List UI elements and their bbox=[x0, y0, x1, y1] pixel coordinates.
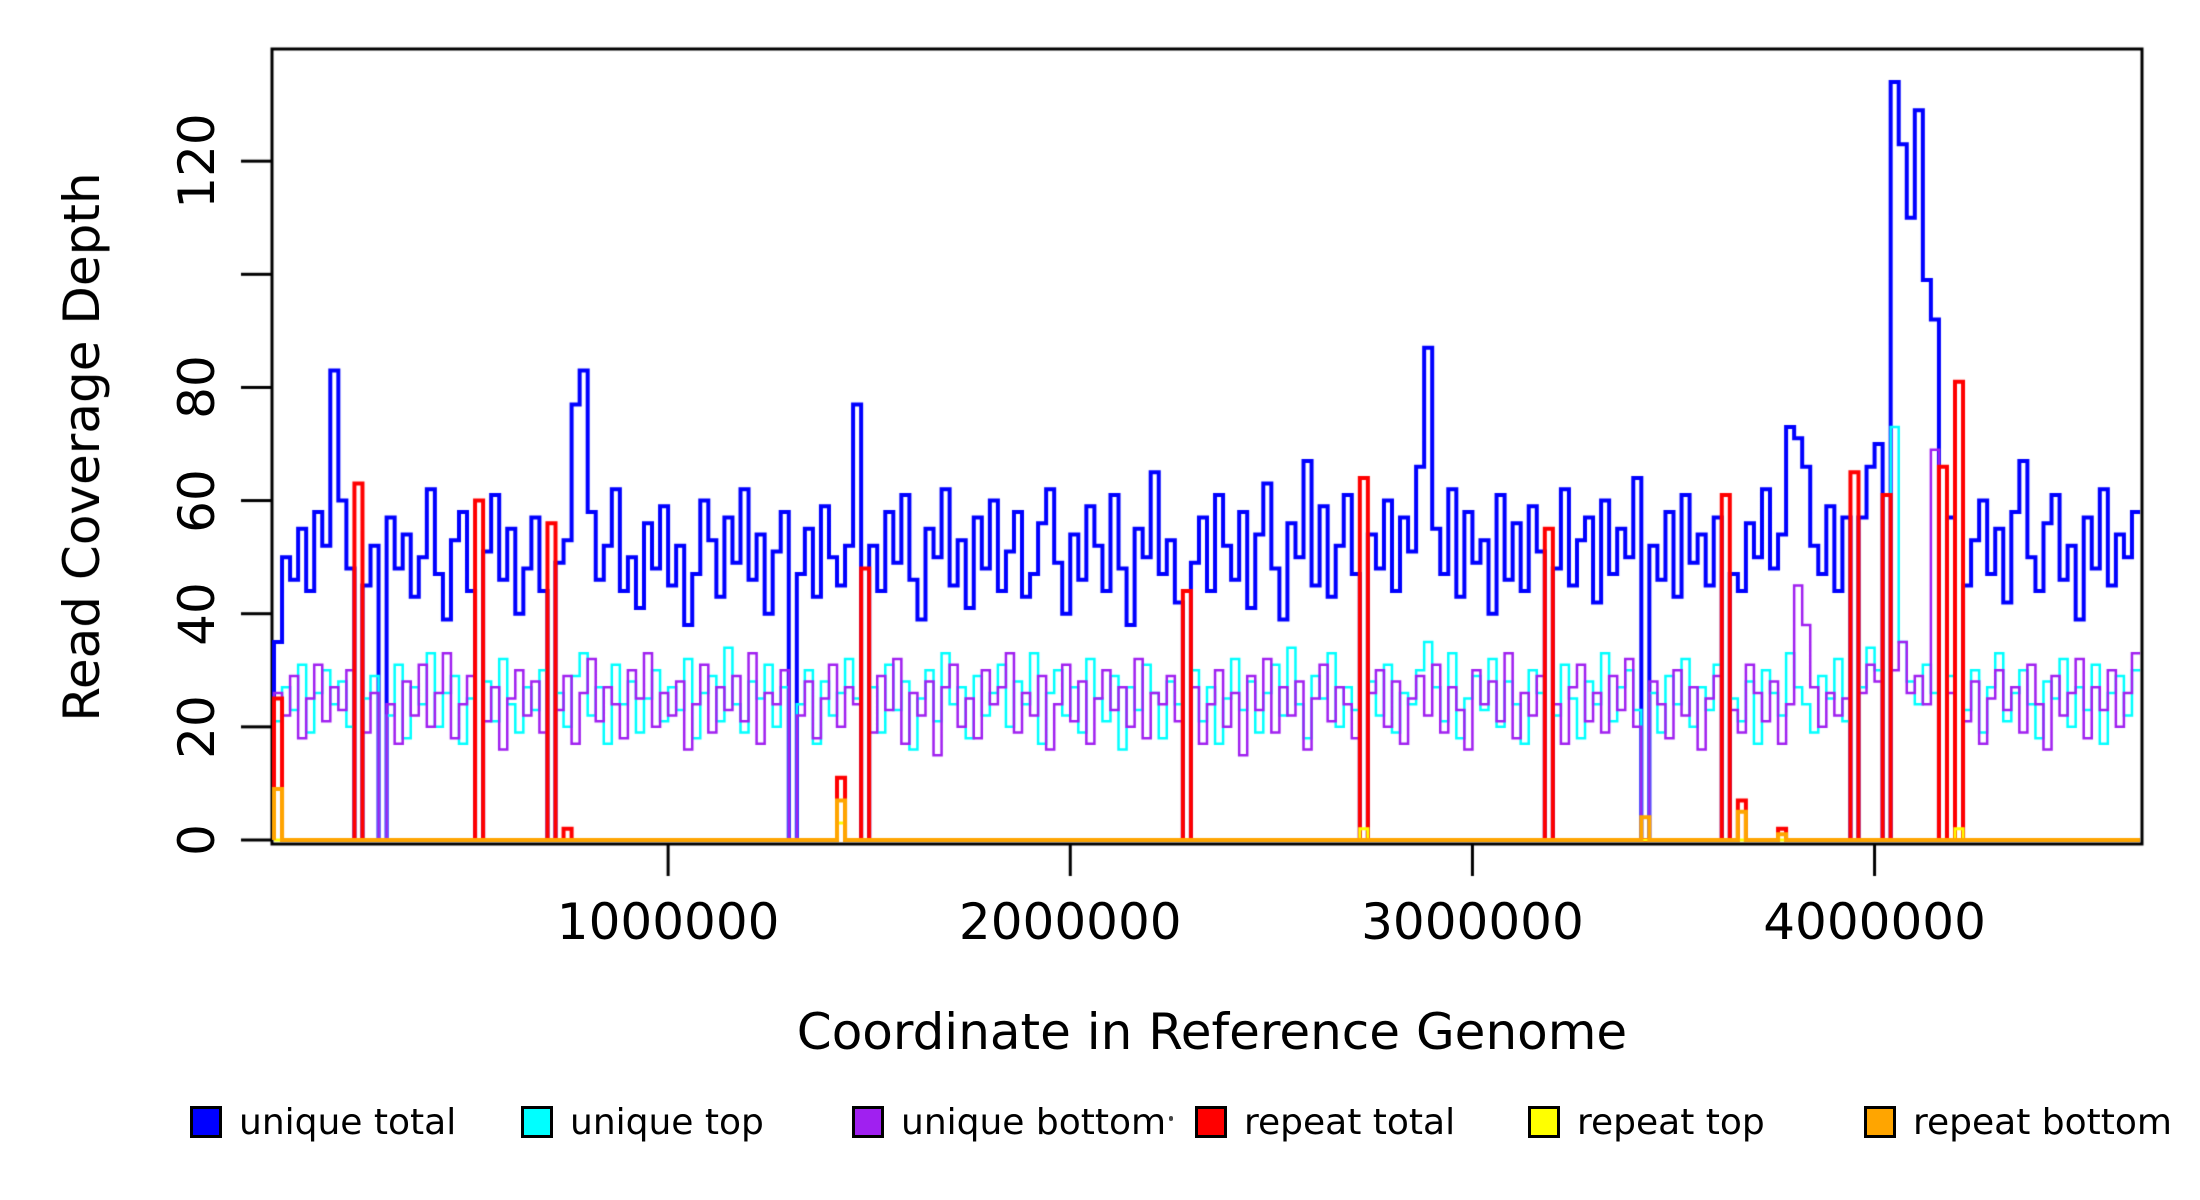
unique-total-swatch bbox=[190, 1106, 222, 1138]
legend-item-unique-bottom: unique bottom bbox=[852, 1101, 1167, 1143]
x-tick-label: 1000000 bbox=[556, 893, 780, 951]
legend-item-unique-total: unique total bbox=[190, 1101, 457, 1143]
unique-bottom-swatch bbox=[852, 1106, 884, 1138]
legend-label: repeat total bbox=[1244, 1101, 1456, 1143]
unique-top-swatch bbox=[521, 1106, 553, 1138]
x-tick-label: 2000000 bbox=[958, 893, 1182, 951]
y-axis-title: Read Coverage Depth bbox=[53, 172, 111, 722]
y-tick-label: 120 bbox=[168, 113, 226, 209]
stray-mark bbox=[1169, 1116, 1173, 1121]
repeat-bottom-swatch bbox=[1864, 1106, 1896, 1138]
repeat-total-swatch bbox=[1195, 1106, 1227, 1138]
x-axis-title: Coordinate in Reference Genome bbox=[796, 1003, 1628, 1061]
legend-item-unique-top: unique top bbox=[521, 1101, 764, 1143]
y-tick-label: 60 bbox=[168, 468, 226, 533]
repeat-top-swatch bbox=[1528, 1106, 1560, 1138]
y-tick-label: 40 bbox=[168, 581, 226, 646]
legend-item-repeat-total: repeat total bbox=[1195, 1101, 1456, 1143]
legend-label: unique bottom bbox=[901, 1101, 1167, 1143]
y-tick-label: 80 bbox=[168, 355, 226, 420]
x-tick-label: 3000000 bbox=[1361, 893, 1584, 951]
legend-item-repeat-top: repeat top bbox=[1528, 1101, 1765, 1143]
legend-label: repeat top bbox=[1577, 1101, 1765, 1143]
y-tick-label: 0 bbox=[168, 824, 226, 856]
legend-label: repeat bottom bbox=[1913, 1101, 2172, 1143]
legend-label: unique total bbox=[239, 1101, 457, 1143]
legend-label: unique top bbox=[570, 1101, 764, 1143]
y-tick-label: 20 bbox=[168, 695, 226, 759]
legend-item-repeat-bottom: repeat bottom bbox=[1864, 1101, 2172, 1143]
x-tick-label: 4000000 bbox=[1763, 893, 1986, 951]
